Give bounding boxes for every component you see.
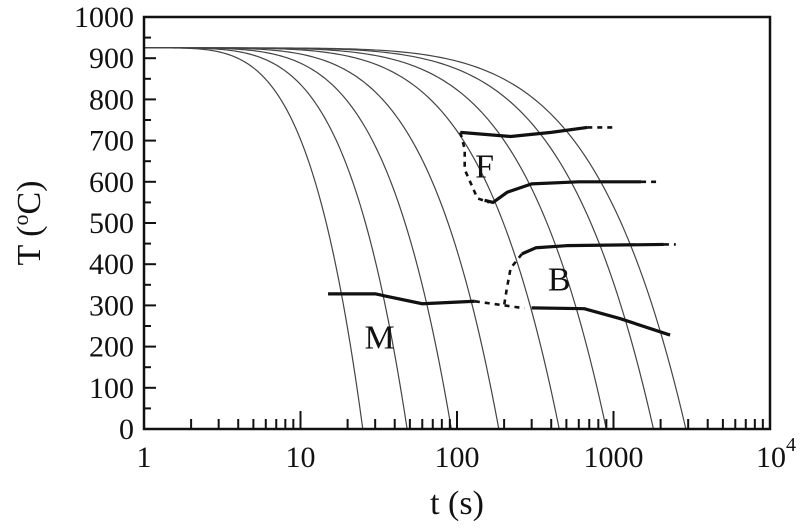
transformation-line-3 (459, 132, 490, 204)
y-tick-label: 1000 (74, 1, 134, 34)
region-labels: F B M (364, 148, 570, 356)
x-tick-label: 1000 (584, 441, 644, 474)
x-tick-label: 1 (137, 441, 152, 474)
x-tick-label: 10 (286, 441, 316, 474)
transformation-line-8 (502, 253, 523, 306)
region-label-m: M (364, 319, 394, 356)
region-label-b: B (548, 262, 571, 299)
cooling-curve-2 (144, 47, 408, 430)
plot-frame (142, 15, 772, 431)
y-tick-label: 100 (89, 372, 134, 405)
cooling-curve-6 (144, 47, 607, 430)
cooling-curve-1 (144, 47, 364, 430)
y-tick-label: 600 (89, 166, 134, 199)
transformation-line-6 (521, 242, 664, 256)
x-tick-label: 104 (756, 434, 796, 474)
x-tick-label: 100 (435, 441, 480, 474)
cooling-curve-5 (144, 47, 560, 430)
y-tick-label: 800 (89, 83, 134, 116)
y-tick-label: 200 (89, 331, 134, 364)
y-axis-title-prefix: T ( (11, 226, 48, 266)
transformation-line-10 (474, 299, 525, 310)
cooling-curve-7 (144, 47, 655, 430)
cooling-curve-4 (144, 47, 500, 430)
y-tick-label: 700 (89, 125, 134, 158)
cooling-curve-3 (144, 47, 452, 430)
y-tick-label: 300 (89, 289, 134, 322)
transformation-line-4 (484, 180, 642, 204)
transformation-line-1 (460, 125, 588, 139)
y-tick-label: 900 (89, 42, 134, 75)
transformation-line-11 (531, 306, 671, 337)
y-tick-label: 0 (119, 413, 134, 446)
y-axis-title-suffix: C) (11, 181, 48, 215)
tick-labels: 0 100 200 300 400 500 600 700 800 900 1000 1 10 100 10… (74, 1, 796, 474)
x-axis-title: t (s) (430, 485, 484, 522)
transformation-lines (328, 125, 676, 337)
y-tick-label: 400 (89, 248, 134, 281)
y-axis-title: T (oC) (8, 181, 48, 266)
region-label-f: F (475, 148, 494, 185)
cooling-curve-8 (144, 47, 687, 430)
cooling-curves (144, 47, 687, 430)
y-tick-label: 500 (89, 207, 134, 240)
axis-ticks (143, 16, 764, 430)
y-axis-title-degree: o (8, 215, 33, 226)
transformation-line-9 (328, 292, 475, 306)
